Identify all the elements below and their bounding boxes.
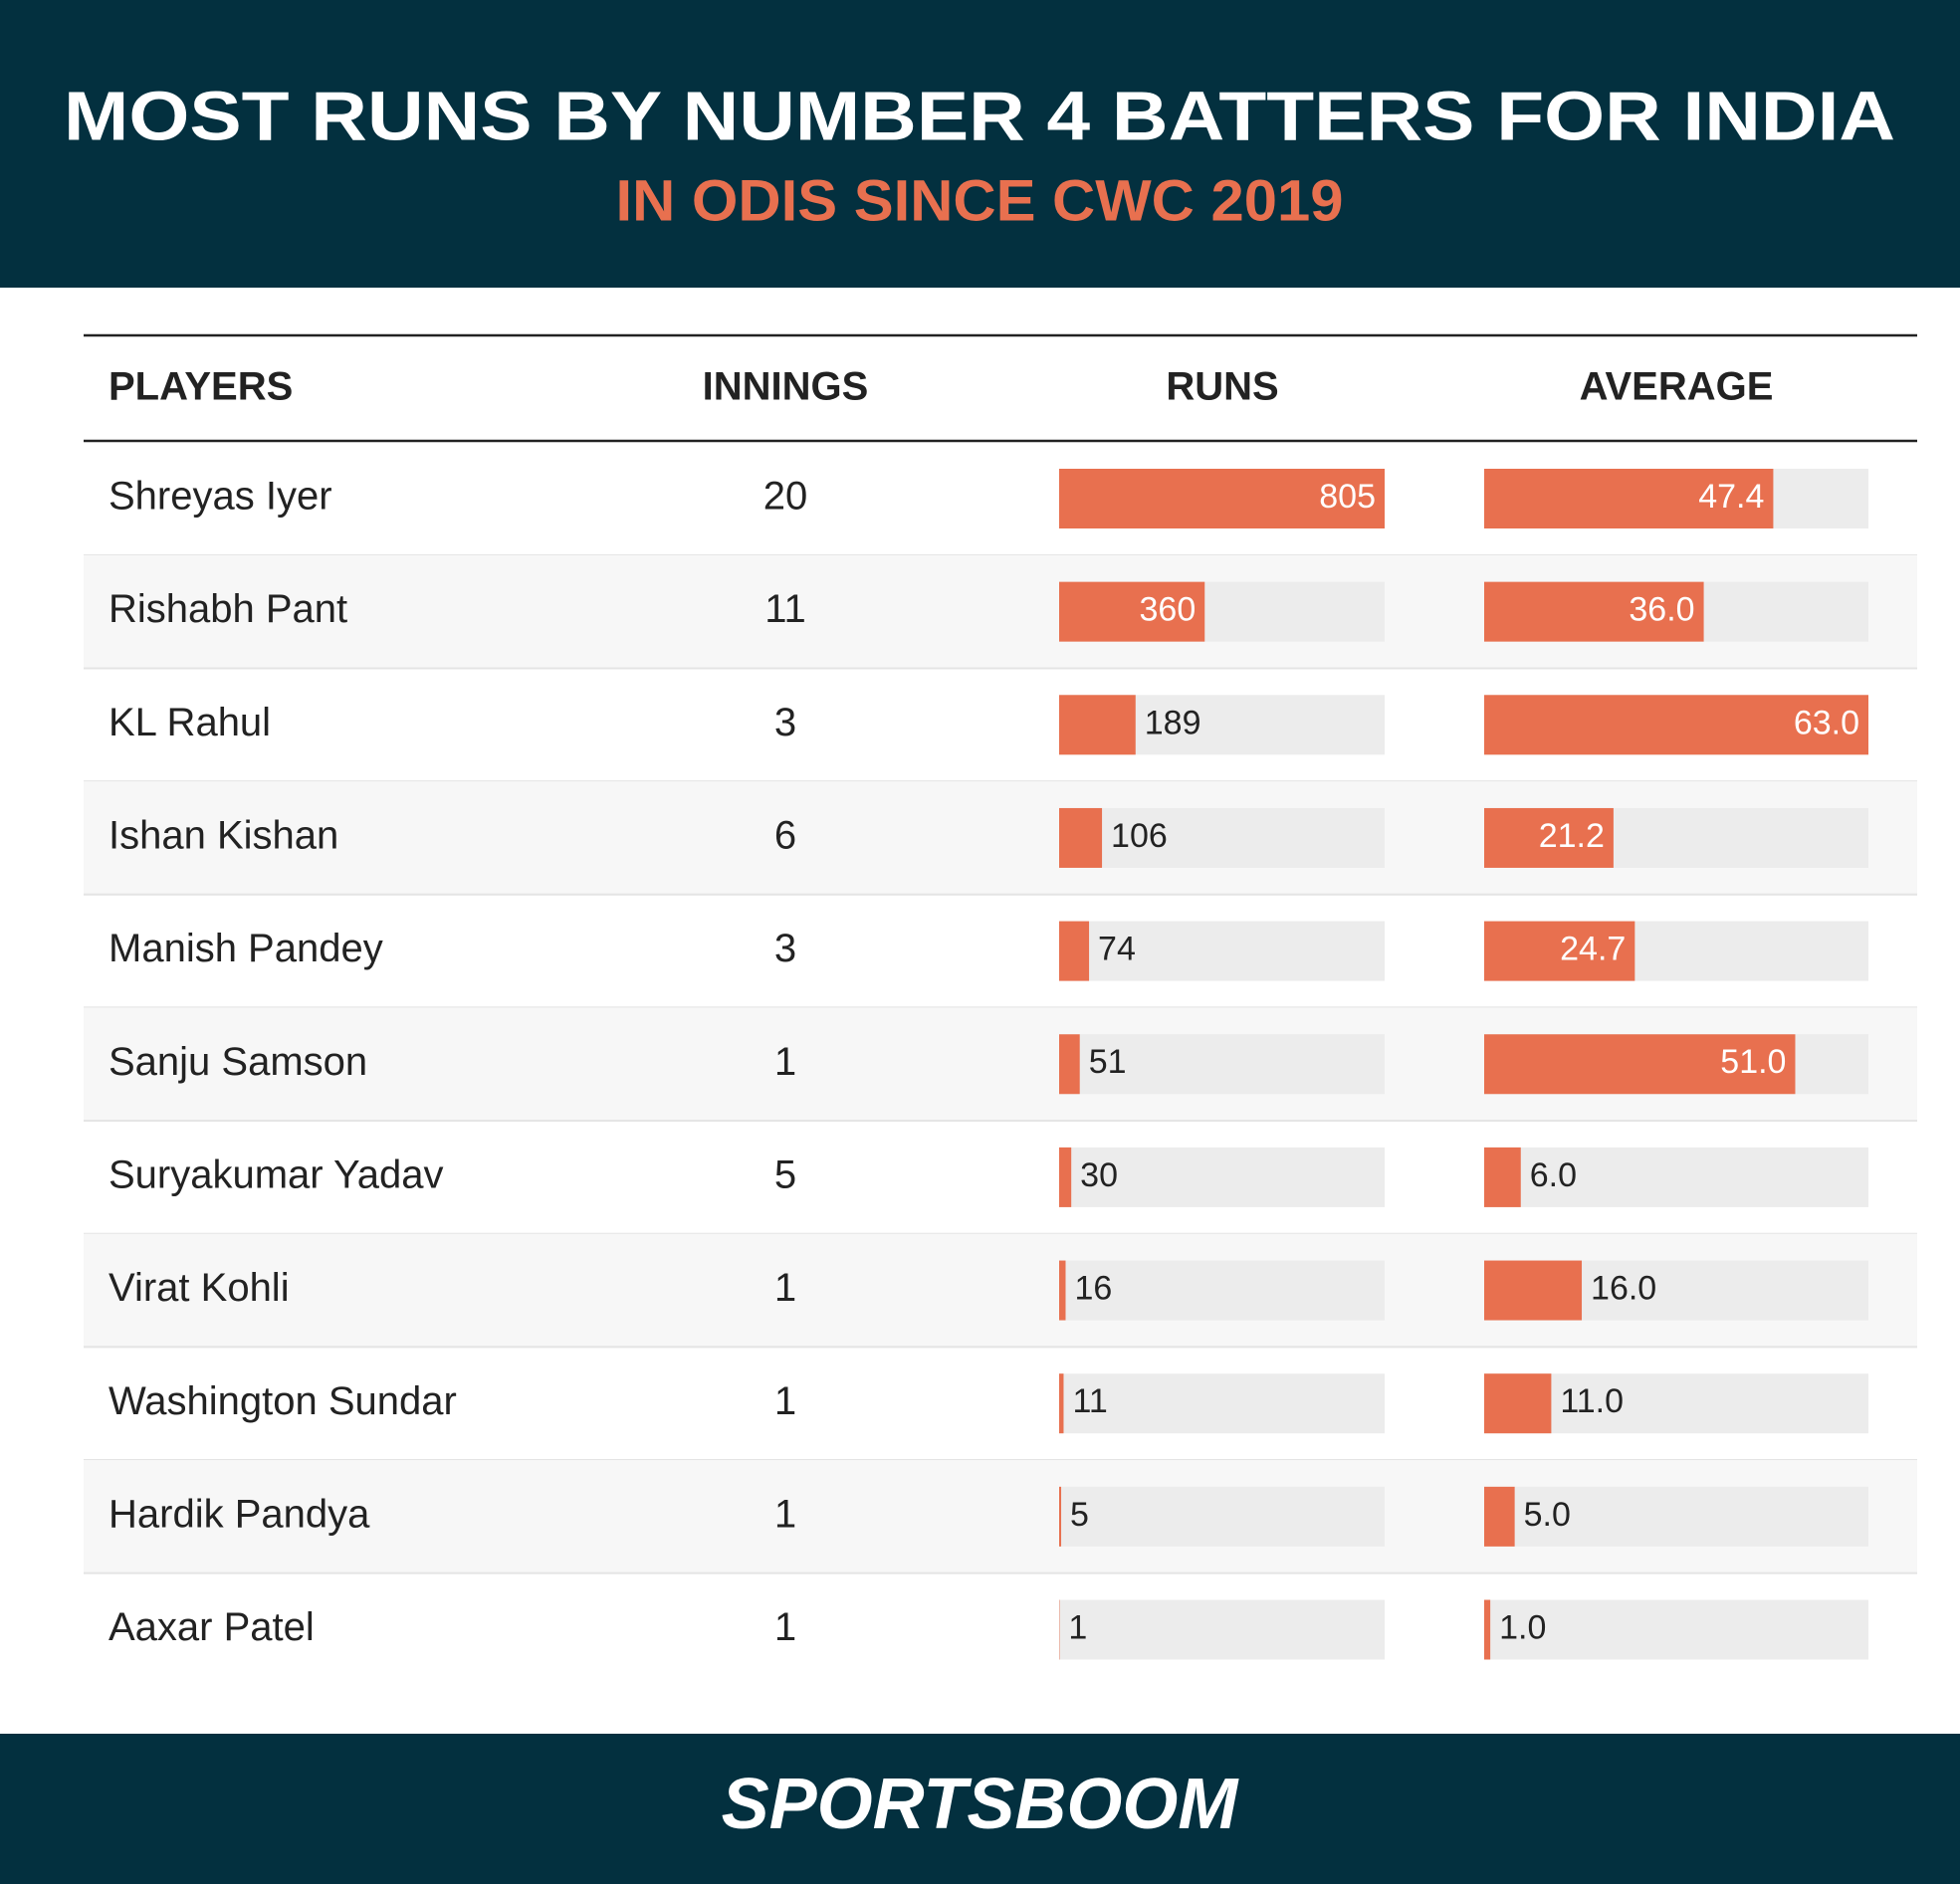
innings-value: 1 bbox=[774, 1379, 796, 1423]
bar bbox=[1059, 581, 1205, 642]
innings-value: 5 bbox=[774, 1152, 796, 1196]
table-body: INNINGS RUNS AVERAGE Shreyas Iyer 20 805 47.4 R… bbox=[84, 365, 1917, 1660]
bar-track bbox=[1059, 807, 1385, 868]
column-header: INNINGS bbox=[703, 365, 869, 409]
innings-value: 3 bbox=[774, 927, 796, 970]
bar-track bbox=[1059, 1147, 1385, 1207]
bar-track bbox=[1059, 1486, 1385, 1547]
bar bbox=[1059, 1034, 1080, 1095]
header-band bbox=[0, 0, 1960, 288]
bar-track bbox=[1484, 1599, 1868, 1660]
bar bbox=[1484, 695, 1868, 755]
player-name: KL Rahul bbox=[109, 701, 271, 744]
bar bbox=[1484, 581, 1704, 642]
innings-value: 6 bbox=[774, 814, 796, 858]
column-header: PLAYERS bbox=[109, 365, 293, 409]
player-name: Rishabh Pant bbox=[109, 587, 347, 631]
title: MOST RUNS BY NUMBER 4 BATTERS FOR INDIA bbox=[64, 77, 1895, 154]
bar bbox=[1059, 1486, 1062, 1547]
bar-label: 51 bbox=[1089, 1043, 1127, 1081]
bar bbox=[1059, 1147, 1072, 1207]
bar bbox=[1484, 1034, 1796, 1095]
subtitle: IN ODIS SINCE CWC 2019 bbox=[616, 168, 1344, 233]
bar-label: 47.4 bbox=[1698, 478, 1764, 516]
bar-label: 63.0 bbox=[1794, 704, 1859, 741]
bar bbox=[1059, 1260, 1066, 1321]
bar-label: 11.0 bbox=[1560, 1382, 1624, 1420]
bar-label: 16.0 bbox=[1591, 1270, 1656, 1308]
player-name: Virat Kohli bbox=[109, 1266, 290, 1310]
bar-track bbox=[1059, 1373, 1385, 1434]
bar bbox=[1484, 1147, 1521, 1207]
player-name: Hardik Pandya bbox=[109, 1492, 370, 1536]
player-name: Manish Pandey bbox=[109, 927, 383, 970]
bar bbox=[1484, 921, 1635, 981]
bar-label: 5 bbox=[1070, 1496, 1089, 1534]
bar-label: 189 bbox=[1145, 704, 1201, 741]
player-name: Washington Sundar bbox=[109, 1379, 457, 1423]
bar bbox=[1059, 695, 1136, 755]
bar-label: 5.0 bbox=[1524, 1496, 1571, 1534]
bar bbox=[1059, 469, 1385, 528]
bar-label: 6.0 bbox=[1530, 1156, 1577, 1194]
bar bbox=[1059, 1373, 1064, 1434]
bar-track bbox=[1484, 1486, 1868, 1547]
bar bbox=[1484, 1599, 1491, 1660]
bar-label: 30 bbox=[1080, 1156, 1118, 1194]
bar-label: 16 bbox=[1074, 1270, 1112, 1308]
player-name: Sanju Samson bbox=[109, 1040, 367, 1084]
player-name: Suryakumar Yadav bbox=[109, 1152, 443, 1196]
footer-band bbox=[0, 1734, 1960, 1884]
bar-track bbox=[1484, 1147, 1868, 1207]
bar-label: 21.2 bbox=[1539, 817, 1605, 855]
column-header: AVERAGE bbox=[1580, 365, 1774, 409]
innings-value: 1 bbox=[774, 1492, 796, 1536]
bar bbox=[1059, 807, 1103, 868]
bar bbox=[1059, 921, 1090, 981]
innings-value: 1 bbox=[774, 1605, 796, 1649]
bar-track bbox=[1059, 1260, 1385, 1321]
bar-label: 24.7 bbox=[1560, 931, 1626, 968]
bar bbox=[1484, 469, 1774, 528]
bar bbox=[1484, 1373, 1552, 1434]
bar-label: 1.0 bbox=[1499, 1608, 1546, 1646]
bar-track bbox=[1059, 1599, 1385, 1660]
bar-label: 51.0 bbox=[1720, 1043, 1786, 1081]
bar bbox=[1484, 1486, 1515, 1547]
player-name: Aaxar Patel bbox=[109, 1605, 315, 1649]
bar-track bbox=[1059, 921, 1385, 981]
brand-logo: SPORTSBOOM bbox=[722, 1765, 1240, 1844]
player-name: Ishan Kishan bbox=[109, 814, 338, 858]
player-name: Shreyas Iyer bbox=[109, 475, 332, 519]
bar-label: 74 bbox=[1098, 931, 1136, 968]
bar bbox=[1484, 1260, 1583, 1321]
bar-label: 360 bbox=[1140, 591, 1197, 629]
bar-label: 36.0 bbox=[1629, 591, 1694, 629]
innings-value: 3 bbox=[774, 701, 796, 744]
innings-value: 1 bbox=[774, 1266, 796, 1310]
column-header: RUNS bbox=[1166, 365, 1278, 409]
bar-label: 1 bbox=[1068, 1608, 1087, 1646]
innings-value: 11 bbox=[764, 587, 806, 631]
bar-track bbox=[1059, 1034, 1385, 1095]
innings-value: 20 bbox=[763, 475, 808, 519]
bar-label: 11 bbox=[1072, 1382, 1107, 1420]
bar bbox=[1484, 807, 1614, 868]
bar-label: 805 bbox=[1319, 478, 1376, 516]
innings-value: 1 bbox=[774, 1040, 796, 1084]
bar-label: 106 bbox=[1111, 817, 1168, 855]
